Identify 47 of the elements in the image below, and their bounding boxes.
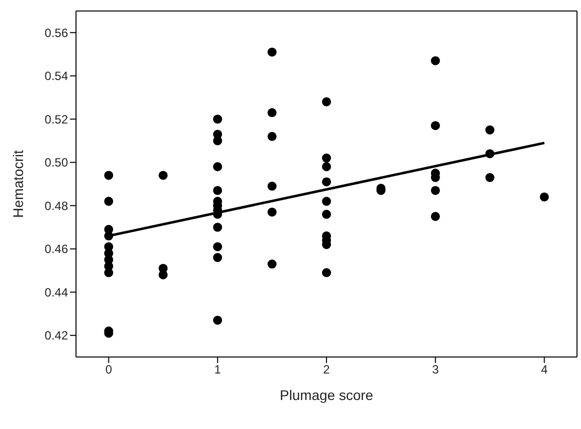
point: [268, 48, 277, 57]
point: [213, 162, 222, 172]
point: [268, 108, 277, 118]
y-tick-label: 0.48: [44, 198, 68, 213]
y-tick-label: 0.44: [44, 285, 68, 300]
point: [322, 196, 332, 206]
point: [268, 132, 277, 141]
point: [322, 154, 332, 163]
point: [268, 260, 277, 269]
point: [322, 210, 332, 219]
point: [322, 162, 332, 172]
point: [213, 242, 222, 252]
point: [158, 170, 168, 180]
point: [430, 121, 440, 130]
x-tick-label: 0: [105, 362, 112, 377]
x-tick-label: 1: [214, 362, 222, 377]
y-tick-label: 0.56: [44, 26, 68, 40]
point: [322, 97, 332, 106]
point: [213, 253, 222, 262]
y-tick-label: 0.50: [44, 156, 68, 170]
point: [485, 173, 494, 182]
y-tick-label: 0.46: [44, 242, 68, 256]
point: [213, 222, 222, 232]
y-tick-label: 0.42: [44, 328, 68, 343]
y-axis-title: Hematocrit: [10, 150, 26, 218]
point: [104, 196, 114, 206]
y-tick-label: 0.52: [44, 112, 68, 126]
point: [104, 268, 114, 278]
x-tick-label: 4: [540, 362, 548, 377]
point: [104, 170, 114, 180]
point: [213, 114, 222, 124]
point: [322, 177, 332, 186]
point: [430, 56, 440, 66]
x-tick-label: 3: [432, 362, 440, 377]
point: [540, 192, 549, 202]
x-tick-label: 2: [323, 362, 330, 377]
point: [430, 186, 440, 195]
point: [213, 186, 222, 195]
point: [268, 208, 277, 217]
point: [213, 316, 222, 325]
x-axis-title: Plumage score: [280, 387, 374, 403]
point: [430, 212, 440, 221]
point: [322, 268, 332, 278]
y-tick-label: 0.54: [44, 69, 68, 84]
point: [485, 149, 494, 158]
point: [485, 125, 494, 134]
point: [268, 182, 277, 191]
